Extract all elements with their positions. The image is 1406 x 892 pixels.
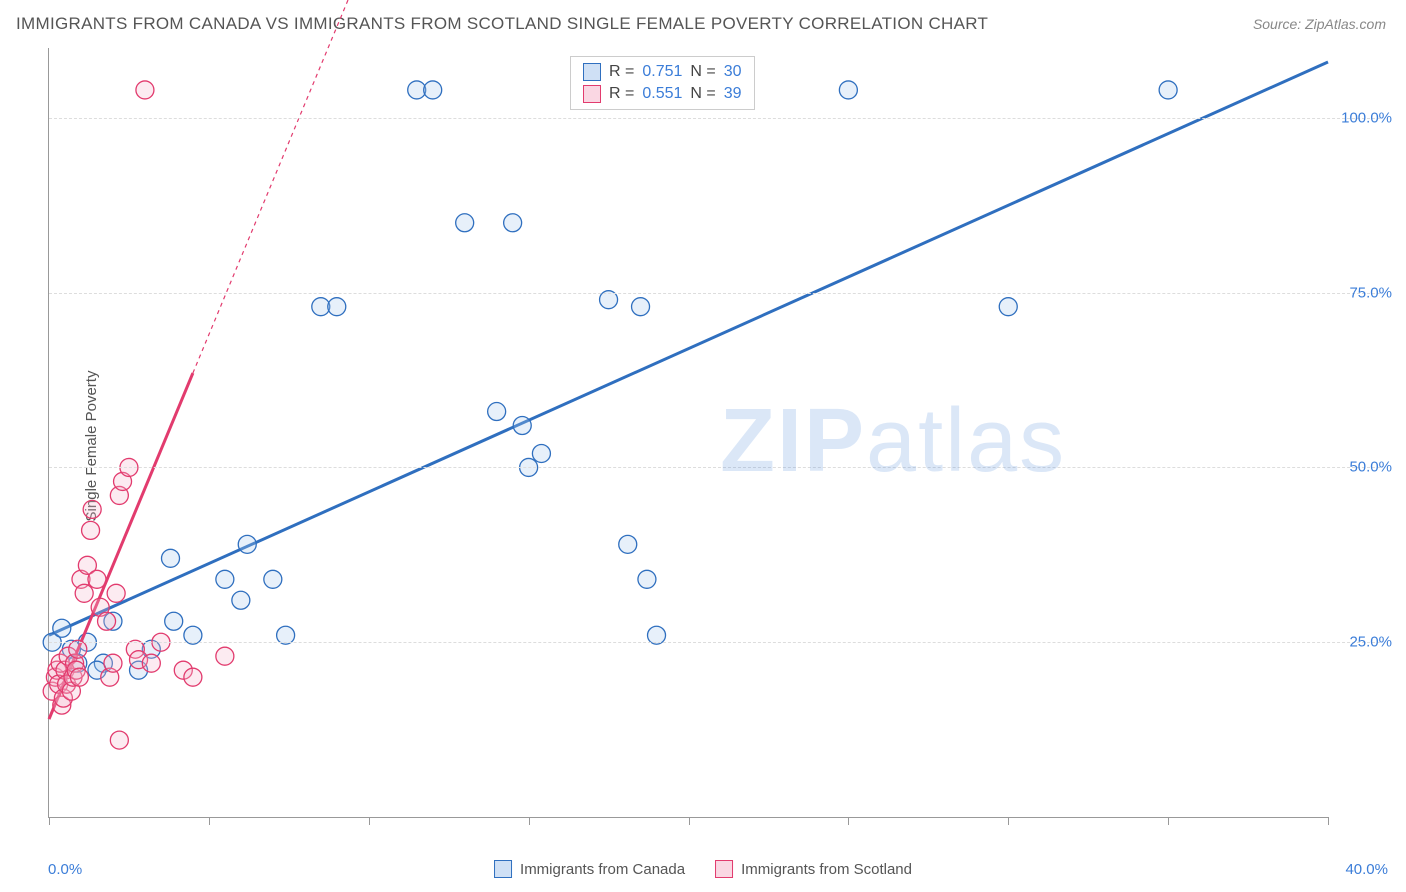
- point-scotland: [110, 731, 128, 749]
- point-canada: [216, 570, 234, 588]
- point-scotland: [142, 654, 160, 672]
- stats-n-value-scotland: 39: [724, 85, 742, 103]
- gridline: [49, 467, 1380, 468]
- point-canada: [1159, 81, 1177, 99]
- point-canada: [513, 417, 531, 435]
- point-canada: [504, 214, 522, 232]
- gridline: [49, 293, 1380, 294]
- stats-n-label: N =: [690, 85, 715, 103]
- point-canada: [238, 535, 256, 553]
- plot-area: 25.0%50.0%75.0%100.0%: [48, 48, 1328, 818]
- point-canada: [312, 298, 330, 316]
- point-scotland: [184, 668, 202, 686]
- chart-title: IMMIGRANTS FROM CANADA VS IMMIGRANTS FRO…: [16, 14, 988, 34]
- point-canada: [264, 570, 282, 588]
- gridline: [49, 642, 1380, 643]
- stats-swatch-scotland: [583, 85, 601, 103]
- legend-item-canada: Immigrants from Canada: [494, 860, 685, 878]
- y-tick-label: 50.0%: [1349, 459, 1392, 476]
- x-tick: [49, 817, 50, 825]
- legend-label-canada: Immigrants from Canada: [520, 861, 685, 878]
- point-scotland: [107, 584, 125, 602]
- x-tick: [209, 817, 210, 825]
- stats-r-value-scotland: 0.551: [642, 85, 682, 103]
- stats-n-value-canada: 30: [724, 63, 742, 81]
- stats-swatch-canada: [583, 63, 601, 81]
- point-canada: [839, 81, 857, 99]
- point-scotland: [136, 81, 154, 99]
- x-tick: [1168, 817, 1169, 825]
- point-scotland: [216, 647, 234, 665]
- x-tick: [1008, 817, 1009, 825]
- plot-svg: [49, 48, 1328, 817]
- legend-swatch-canada: [494, 860, 512, 878]
- point-canada: [328, 298, 346, 316]
- stats-r-label: R =: [609, 63, 634, 81]
- x-tick: [848, 817, 849, 825]
- point-canada: [632, 298, 650, 316]
- legend-label-scotland: Immigrants from Scotland: [741, 861, 912, 878]
- stats-r-label: R =: [609, 85, 634, 103]
- point-canada: [999, 298, 1017, 316]
- x-tick: [529, 817, 530, 825]
- x-min-label: 0.0%: [48, 861, 82, 878]
- gridline: [49, 118, 1380, 119]
- point-scotland: [88, 570, 106, 588]
- point-scotland: [83, 500, 101, 518]
- point-scotland: [104, 654, 122, 672]
- x-tick: [369, 817, 370, 825]
- y-tick-label: 25.0%: [1349, 634, 1392, 651]
- point-canada: [619, 535, 637, 553]
- stats-r-value-canada: 0.751: [642, 63, 682, 81]
- point-canada: [165, 612, 183, 630]
- stats-n-label: N =: [690, 63, 715, 81]
- point-canada: [456, 214, 474, 232]
- x-max-label: 40.0%: [1345, 861, 1388, 878]
- point-canada: [408, 81, 426, 99]
- point-scotland: [98, 612, 116, 630]
- y-tick-label: 75.0%: [1349, 284, 1392, 301]
- point-canada: [53, 619, 71, 637]
- x-tick: [689, 817, 690, 825]
- point-canada: [162, 549, 180, 567]
- stats-legend-box: R = 0.751 N = 30 R = 0.551 N = 39: [570, 56, 755, 110]
- x-tick: [1328, 817, 1329, 825]
- point-canada: [532, 444, 550, 462]
- bottom-legend: Immigrants from Canada Immigrants from Sc…: [494, 860, 912, 878]
- point-scotland: [70, 668, 88, 686]
- legend-swatch-scotland: [715, 860, 733, 878]
- point-canada: [638, 570, 656, 588]
- point-scotland: [75, 584, 93, 602]
- y-tick-label: 100.0%: [1341, 109, 1392, 126]
- point-scotland: [82, 521, 100, 539]
- point-canada: [488, 403, 506, 421]
- legend-item-scotland: Immigrants from Scotland: [715, 860, 912, 878]
- point-canada: [424, 81, 442, 99]
- point-canada: [232, 591, 250, 609]
- source-label: Source: ZipAtlas.com: [1253, 16, 1386, 32]
